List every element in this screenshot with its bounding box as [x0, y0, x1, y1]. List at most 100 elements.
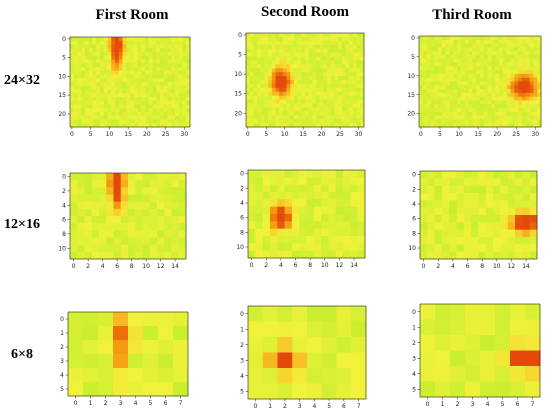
heatmap-cell [142, 194, 151, 203]
heatmap-cell [70, 67, 75, 72]
heatmap-cell [145, 52, 150, 57]
heatmap-cell [122, 78, 127, 83]
heatmap-cell [73, 55, 78, 60]
heatmap-cell [345, 91, 350, 97]
heatmap-cell [471, 244, 479, 253]
heatmap-cell [171, 208, 180, 217]
heatmap-cell [167, 93, 172, 98]
heatmap-cell [115, 115, 120, 120]
heatmap-cell [434, 51, 439, 56]
heatmap-cell [186, 44, 191, 49]
heatmap-cell [253, 40, 258, 46]
heatmap-cell [419, 108, 424, 113]
heatmap-cell [434, 244, 443, 253]
heatmap-cell [308, 91, 313, 97]
heatmap-cell [338, 123, 343, 128]
heatmap-cell [148, 112, 153, 117]
heatmap-cell [171, 119, 176, 124]
heatmap-cell [268, 91, 273, 97]
heatmap-cell [115, 112, 120, 117]
heatmap-cell [445, 81, 450, 86]
heatmap-cell [275, 72, 280, 77]
heatmap-cell [345, 87, 350, 93]
heatmap-cell [171, 115, 176, 120]
heatmap-cell [460, 58, 466, 63]
heatmap-cell [478, 229, 487, 238]
heatmap-cell [510, 89, 515, 94]
heatmap-cell [460, 73, 466, 79]
heatmap-cell [96, 100, 101, 105]
heatmap-cell [514, 73, 519, 79]
heatmap-cell [487, 73, 492, 79]
heatmap-cell [313, 199, 322, 208]
heatmap-cell [525, 70, 530, 75]
heatmap-cell [271, 44, 276, 50]
heatmap-cell [434, 92, 439, 98]
heatmap-cell [434, 115, 439, 120]
heatmap-cell [118, 74, 123, 79]
heatmap-cell [308, 44, 313, 50]
heatmap-cell [98, 354, 114, 369]
heatmap-cell [107, 59, 112, 64]
heatmap-cell [430, 108, 435, 113]
heatmap-cell [84, 208, 93, 217]
heatmap-cell [128, 173, 136, 181]
heatmap-cell [130, 93, 135, 98]
heatmap-cell [495, 54, 500, 60]
heatmap-cell [468, 123, 473, 128]
heatmap-cell [107, 67, 112, 72]
heatmap-cell [495, 119, 500, 124]
heatmap-cell [518, 47, 523, 52]
heatmap-cell [88, 93, 93, 98]
heatmap-cell [122, 123, 127, 128]
heatmap-cell [345, 119, 350, 124]
heatmap-cell [352, 107, 358, 112]
heatmap-cell [286, 95, 291, 100]
heatmap-cell [510, 381, 526, 398]
heatmap-cell [133, 48, 138, 53]
heatmap-cell [182, 123, 187, 128]
y-tick-label: 0 [411, 35, 415, 42]
heatmap-cell [142, 201, 151, 210]
x-tick-label: 25 [336, 131, 344, 138]
heatmap-cell [441, 215, 450, 223]
heatmap-cell [537, 85, 542, 90]
heatmap-cell [457, 73, 462, 79]
heatmap-cell [70, 70, 75, 75]
heatmap-cell [128, 201, 136, 210]
heatmap-cell [275, 115, 280, 120]
heatmap-cell [130, 44, 135, 49]
heatmap-cell [77, 93, 82, 98]
heatmap-cell [178, 63, 183, 68]
heatmap-cell [73, 89, 78, 94]
heatmap-cell [529, 251, 538, 260]
heatmap-cell [70, 100, 75, 105]
heatmap-cell [128, 216, 136, 224]
heatmap-cell [275, 123, 280, 128]
heatmap-cell [156, 93, 161, 98]
heatmap-cell [141, 85, 146, 90]
heatmap-cell [478, 244, 487, 253]
heatmap-cell [529, 47, 534, 52]
heatmap-cell [96, 108, 101, 113]
heatmap-cell [349, 56, 354, 61]
heatmap-cell [299, 243, 307, 252]
heatmap-cell [476, 81, 481, 86]
heatmap-cell [323, 60, 328, 65]
heatmap-cell [476, 111, 481, 117]
heatmap-cell [163, 44, 168, 49]
heatmap-cell [186, 93, 191, 98]
heatmap-cell [260, 83, 265, 89]
heatmap-cell [279, 83, 284, 89]
heatmap-cell [156, 52, 161, 57]
heatmap-cell [141, 82, 146, 87]
heatmap-cell [356, 52, 361, 57]
heatmap-cell [111, 93, 116, 98]
heatmap-cell [529, 66, 534, 71]
heatmap-cell [327, 64, 332, 69]
heatmap-cell [434, 108, 439, 113]
heatmap-cell [426, 70, 431, 75]
heatmap-cell [156, 100, 161, 105]
heatmap-cell [81, 44, 86, 49]
heatmap-cell [291, 221, 300, 230]
